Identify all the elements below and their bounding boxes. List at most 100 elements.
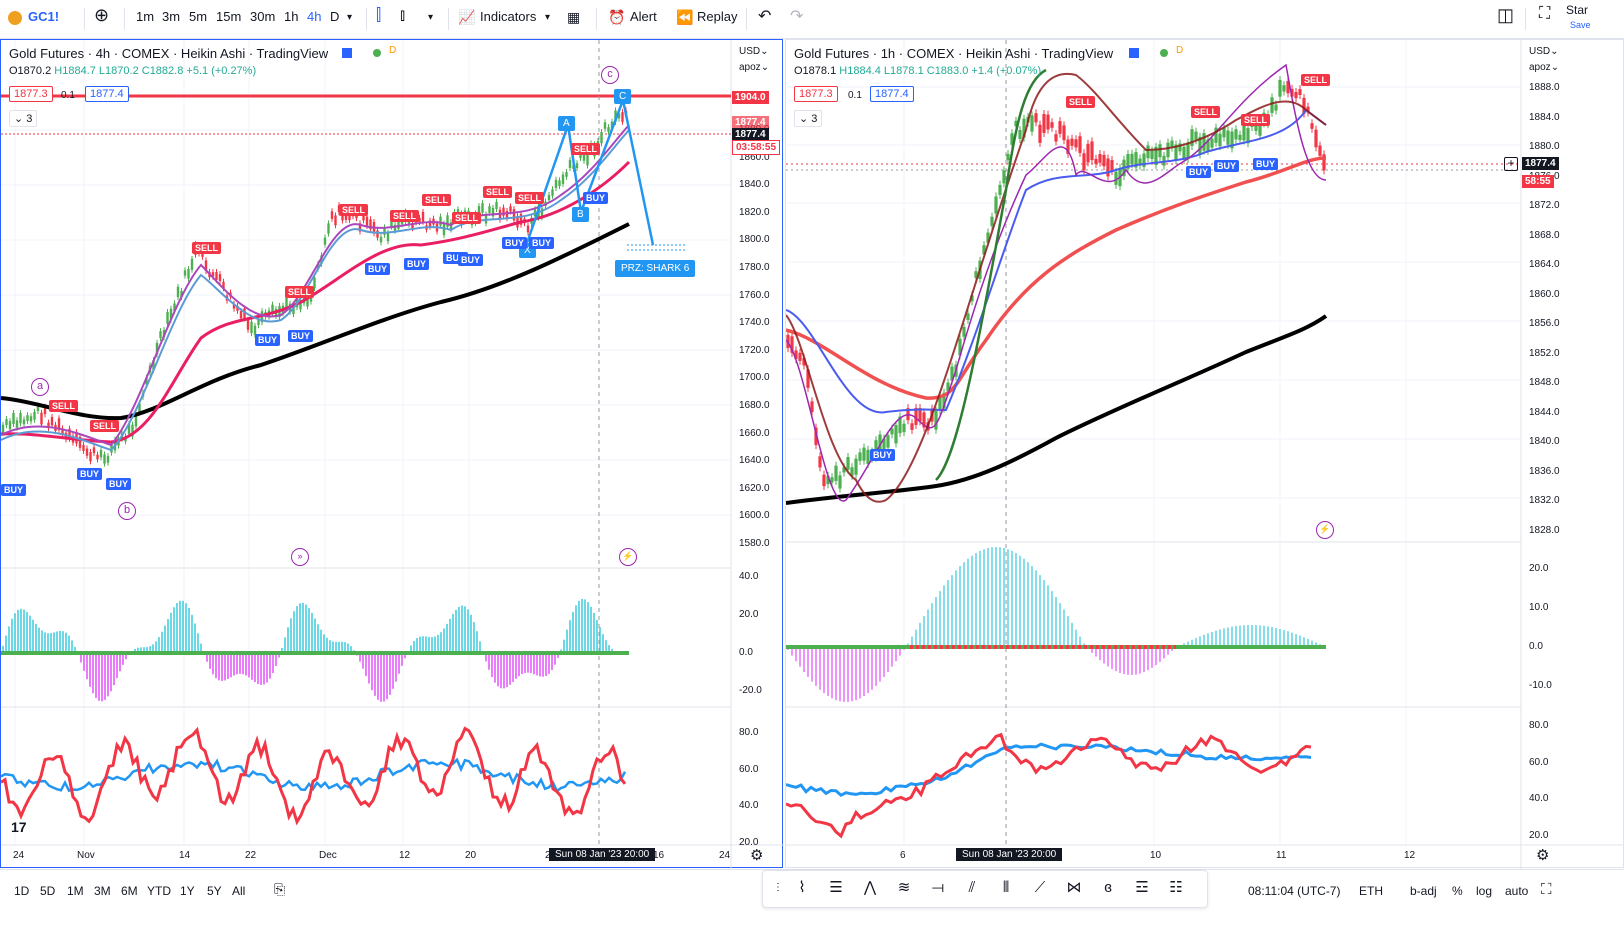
- save-label[interactable]: Star: [1566, 3, 1589, 17]
- candles-icon[interactable]: ⫾: [400, 7, 406, 24]
- elliott-wave-icon[interactable]: ⌇: [798, 879, 806, 896]
- interval-1h[interactable]: 1h: [284, 9, 299, 24]
- left-bid-button[interactable]: 1877.3: [9, 86, 53, 102]
- range-5y-button[interactable]: 5Y: [207, 884, 222, 898]
- left-chart-pane[interactable]: Gold Futures · 4h · COMEX · Heikin Ashi …: [0, 39, 784, 869]
- bar-chart-icon[interactable]: ⫿: [376, 7, 382, 24]
- buy-signal: BUY: [288, 330, 314, 342]
- range-5d-button[interactable]: 5D: [40, 884, 56, 898]
- range-all-button[interactable]: All: [232, 884, 246, 898]
- left-apoz[interactable]: apoz⌄: [739, 62, 770, 73]
- replay-icon[interactable]: ⏪: [676, 9, 694, 25]
- right-last-price: 1877.4: [1522, 157, 1559, 170]
- interval-30m[interactable]: 30m: [250, 9, 276, 24]
- right-bid-button[interactable]: 1877.3: [794, 86, 838, 102]
- badj-button[interactable]: b-adj: [1410, 884, 1437, 898]
- left-ask-button[interactable]: 1877.4: [85, 86, 129, 102]
- percent-button[interactable]: %: [1452, 884, 1463, 898]
- interval-5m[interactable]: 5m: [189, 9, 208, 24]
- right-title[interactable]: Gold Futures · 1h · COMEX · Heikin Ashi …: [794, 46, 1114, 61]
- trend-line-icon[interactable]: ⟋: [1034, 879, 1046, 896]
- time-axis-label: 12: [1404, 850, 1416, 861]
- undo-icon[interactable]: ↶: [758, 8, 772, 25]
- left-flag-icon[interactable]: [342, 48, 352, 58]
- goto-date-icon[interactable]: ⎘: [274, 881, 286, 897]
- interval-d[interactable]: D: [330, 9, 340, 24]
- right-apoz[interactable]: apoz⌄: [1529, 62, 1560, 73]
- log-button[interactable]: log: [1476, 884, 1493, 898]
- left-settings-gear-icon[interactable]: ⚙: [750, 847, 764, 864]
- tradingview-logo-icon[interactable]: 17: [11, 819, 27, 835]
- range-3m-button[interactable]: 3M: [94, 884, 111, 898]
- clock-time[interactable]: 08:11:04 (UTC-7): [1248, 884, 1341, 898]
- left-title[interactable]: Gold Futures · 4h · COMEX · Heikin Ashi …: [9, 46, 329, 61]
- interval-3m[interactable]: 3m: [162, 9, 181, 24]
- indicators-icon[interactable]: 📈: [458, 9, 476, 25]
- symbol-button[interactable]: GC1!: [28, 9, 60, 24]
- price-scale-label: 1832.0: [1529, 495, 1560, 506]
- redo-icon[interactable]: ↷: [790, 8, 804, 25]
- fib-fan-icon[interactable]: ≋: [897, 879, 911, 896]
- fib-retracement-icon[interactable]: ☲: [1135, 879, 1149, 896]
- fib-spiral-icon[interactable]: ɞ: [1104, 879, 1112, 896]
- right-flag-icon[interactable]: [1129, 48, 1139, 58]
- time-axis-label: 12: [399, 850, 411, 861]
- sell-signal: SELL: [90, 420, 120, 432]
- left-last-price: 1877.4: [732, 128, 769, 141]
- templates-icon[interactable]: ▦: [567, 9, 581, 25]
- drag-handle-icon[interactable]: ⋮: [773, 882, 783, 893]
- right-lightning-icon[interactable]: ⚡: [1316, 521, 1334, 539]
- range-1m-button[interactable]: 1M: [67, 884, 84, 898]
- save-sub-label[interactable]: Save: [1570, 20, 1591, 30]
- auto-button[interactable]: auto: [1505, 884, 1529, 898]
- price-scale-label: 1872.0: [1529, 200, 1560, 211]
- replay-button[interactable]: Replay: [697, 9, 738, 24]
- indicators-dropdown-icon[interactable]: ▾: [545, 12, 551, 23]
- right-ma-purple: [786, 63, 1327, 502]
- buy-signal: BUY: [458, 254, 484, 266]
- left-ohlc: O1870.2 H1884.7 L1870.2 C1882.8 +5.1 (+0…: [9, 65, 257, 77]
- range-6m-button[interactable]: 6M: [121, 884, 138, 898]
- alert-button[interactable]: Alert: [630, 9, 657, 24]
- fullscreen-icon[interactable]: ⛶: [1539, 5, 1551, 22]
- left-hline-tag: 1904.0: [732, 91, 769, 104]
- range-1y-button[interactable]: 1Y: [180, 884, 195, 898]
- right-countdown: 58:55: [1522, 175, 1554, 188]
- compare-add-icon[interactable]: ⊕: [94, 5, 110, 25]
- right-add-alert-icon[interactable]: +: [1504, 157, 1518, 171]
- right-settings-gear-icon[interactable]: ⚙: [1536, 847, 1550, 864]
- left-goto-realtime-icon[interactable]: »: [291, 548, 309, 566]
- range-ytd-button[interactable]: YTD: [147, 884, 171, 898]
- interval-15m[interactable]: 15m: [216, 9, 242, 24]
- right-ask-button[interactable]: 1877.4: [870, 86, 914, 102]
- right-chart-pane[interactable]: Gold Futures · 1h · COMEX · Heikin Ashi …: [785, 39, 1624, 869]
- left-chart-canvas[interactable]: [1, 40, 784, 869]
- session-button[interactable]: ETH: [1359, 884, 1383, 898]
- chart-type-dropdown-icon[interactable]: ▾: [428, 12, 434, 23]
- right-oscillator: [787, 547, 1325, 702]
- xabcd-pattern-icon[interactable]: ⋈: [1066, 879, 1082, 896]
- left-indicator-toggle[interactable]: ⌄ 3: [9, 110, 38, 127]
- vertical-lines-icon[interactable]: ⦀: [1002, 879, 1010, 896]
- left-currency[interactable]: USD⌄: [739, 46, 769, 57]
- interval-1m[interactable]: 1m: [136, 9, 155, 24]
- right-currency[interactable]: USD⌄: [1529, 46, 1559, 57]
- horizontal-ray-icon[interactable]: ⟞: [931, 879, 945, 896]
- range-1d-button[interactable]: 1D: [14, 884, 30, 898]
- osc-scale-label: 0.0: [739, 647, 753, 658]
- right-indicator-toggle[interactable]: ⌄ 3: [794, 110, 823, 127]
- right-chart-canvas[interactable]: [786, 40, 1624, 869]
- indicators-button[interactable]: Indicators: [480, 9, 537, 24]
- alert-icon[interactable]: ⏰: [608, 9, 626, 25]
- parallel-channel-icon[interactable]: ⫽: [968, 879, 976, 896]
- layout-icon[interactable]: ◫: [1497, 5, 1515, 25]
- expand-icon[interactable]: ⛶: [1541, 881, 1552, 898]
- fib-extension-icon[interactable]: ☷: [1169, 879, 1183, 896]
- interval-4h[interactable]: 4h: [307, 9, 322, 24]
- buy-signal: BUY: [529, 237, 555, 249]
- left-lightning-icon[interactable]: ⚡: [619, 548, 637, 566]
- osc-scale-label: 20.0: [1529, 563, 1549, 574]
- fib-levels-icon[interactable]: ☰: [829, 879, 843, 896]
- abc-pattern-icon[interactable]: ⋀: [863, 879, 877, 896]
- interval-dropdown-icon[interactable]: ▾: [347, 12, 353, 23]
